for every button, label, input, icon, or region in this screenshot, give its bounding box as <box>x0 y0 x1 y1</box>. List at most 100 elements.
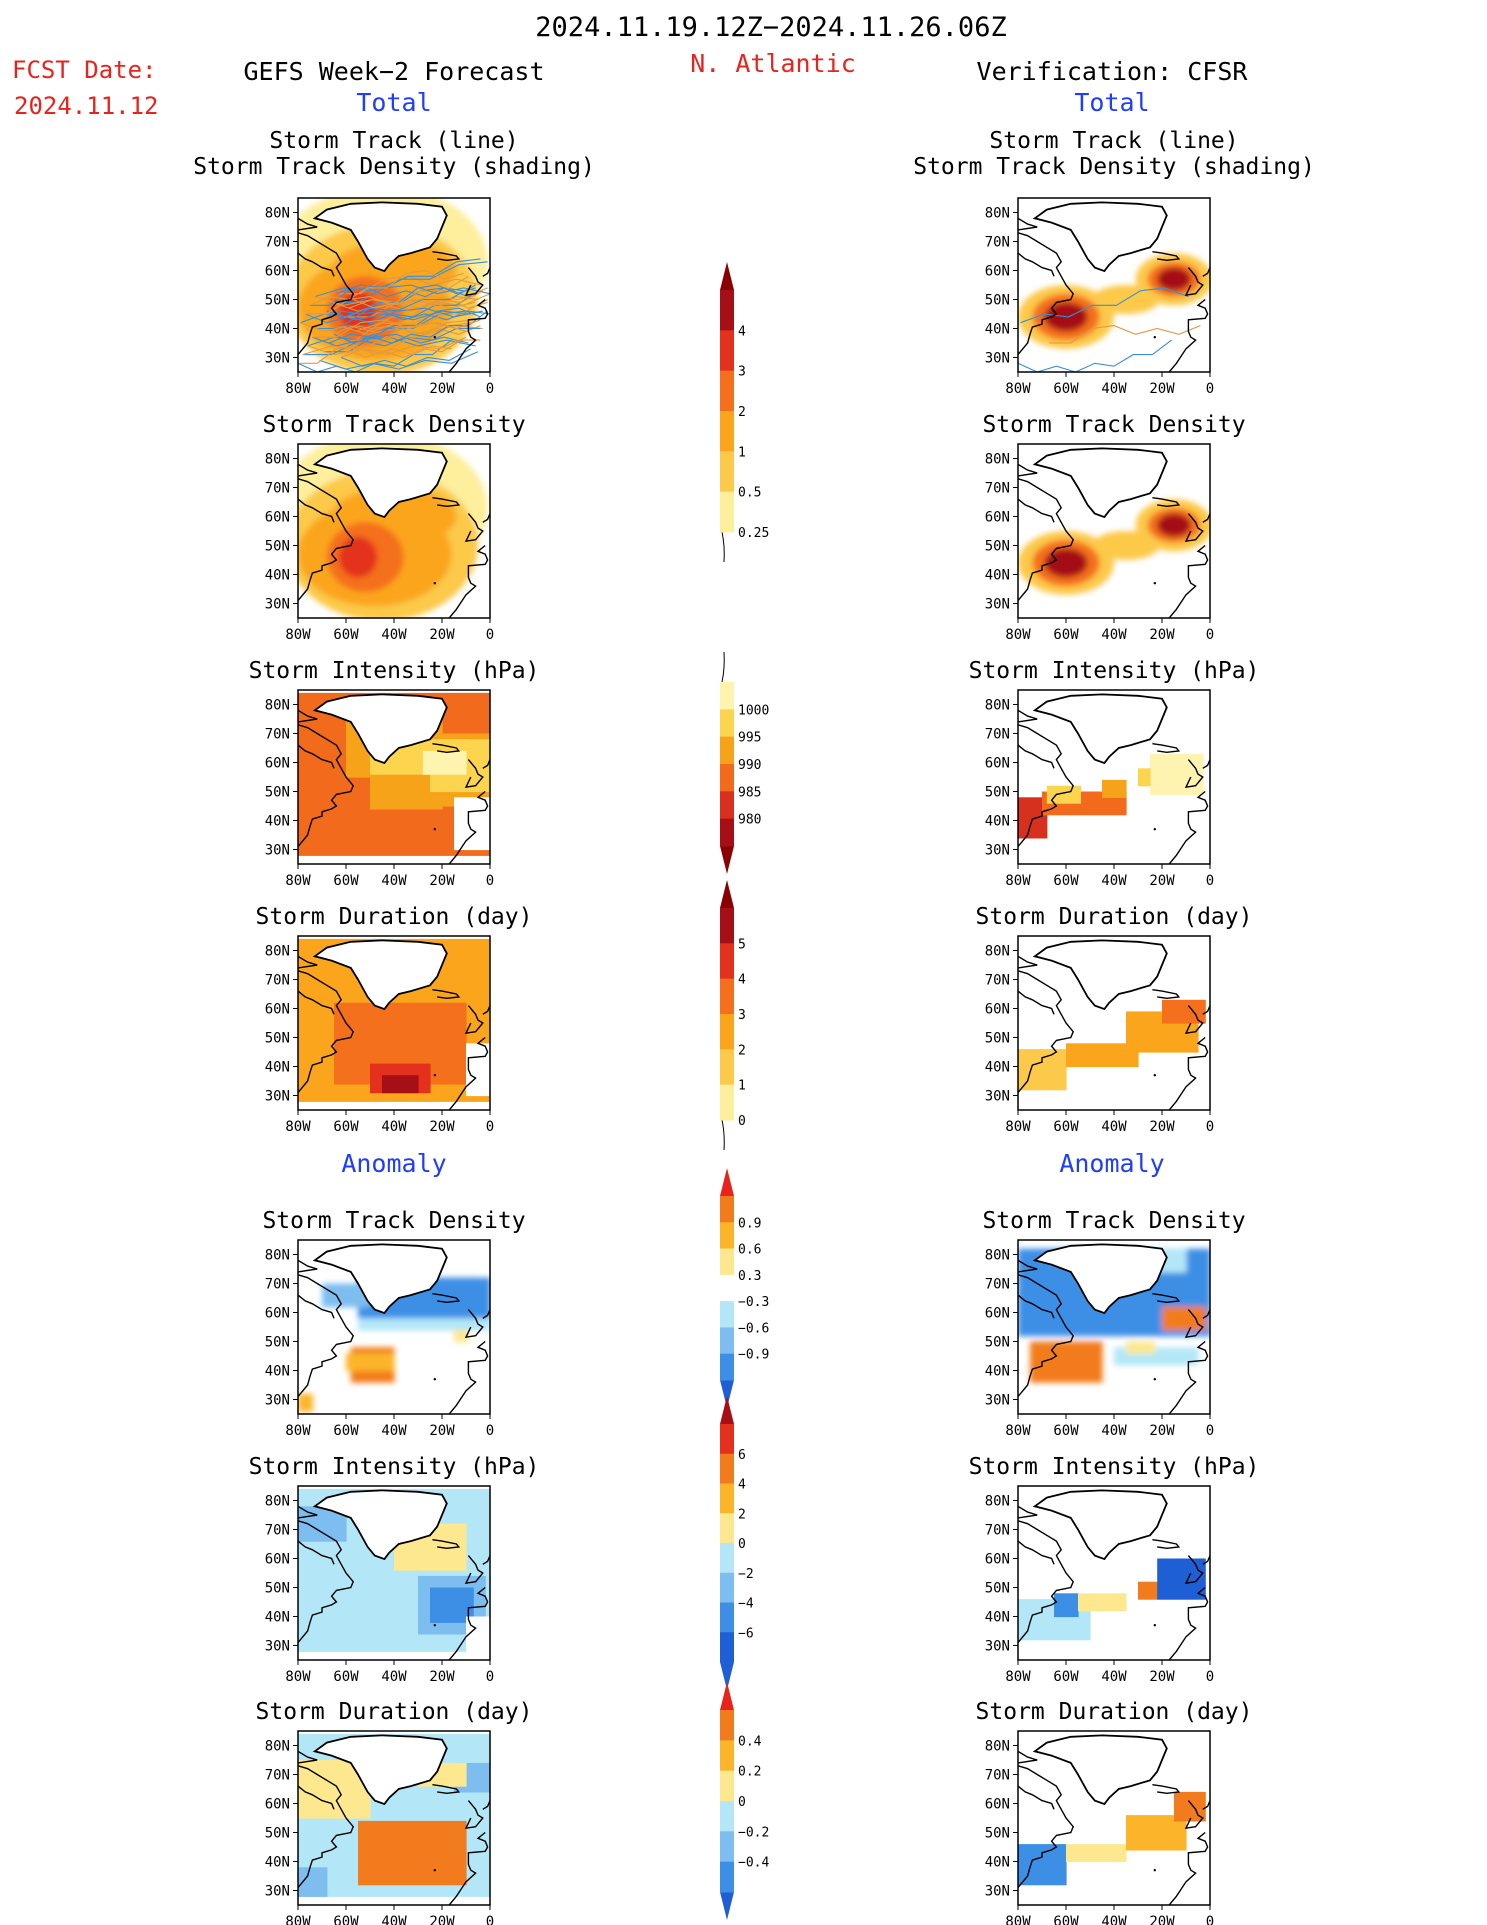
map-field <box>298 444 490 618</box>
anom-cell <box>298 1393 313 1412</box>
fcst-date-label: FCST Date: <box>12 56 157 84</box>
lat-tick-label: 70N <box>985 973 1010 989</box>
colorbar-label: 3 <box>738 1008 746 1023</box>
lat-tick-label: 40N <box>265 1855 290 1871</box>
coastline-6 <box>1202 1800 1210 1810</box>
lat-tick-label: 60N <box>985 1552 1010 1568</box>
duration-cell <box>1162 999 1206 1024</box>
colorbar-label: 4 <box>738 973 746 988</box>
colorbar-arrow-bottom <box>720 846 734 874</box>
coastline-0 <box>1018 1765 1075 1891</box>
colorbar-swatch <box>720 908 734 944</box>
lon-tick-label: 40W <box>381 1669 407 1685</box>
storm-track-line <box>1020 287 1189 324</box>
lat-tick-label: 30N <box>265 597 290 613</box>
greenland-coastline <box>1032 693 1168 765</box>
field-layer <box>298 1733 490 1897</box>
greenland-coastline <box>1032 1489 1168 1561</box>
lon-tick-label: 40W <box>381 1423 407 1439</box>
lat-tick-label: 50N <box>985 1581 1010 1597</box>
island-dot <box>1153 582 1156 585</box>
storm-track-line <box>338 307 483 327</box>
island-dot <box>433 336 436 339</box>
panel-subtitle: Storm Track Density (shading) <box>193 154 595 180</box>
lon-tick-label: 60W <box>333 873 359 889</box>
lat-tick-label: 30N <box>265 1393 290 1409</box>
map-field <box>298 1486 490 1660</box>
coastline-1 <box>298 498 335 523</box>
storm-track-line <box>319 351 479 370</box>
colorbar-swatch <box>720 370 734 412</box>
coastline-5 <box>1168 1831 1209 1905</box>
coastline-4 <box>464 1800 484 1830</box>
lat-tick-label: 70N <box>265 973 290 989</box>
colorbar-label: 0 <box>738 1795 746 1810</box>
lon-tick-label: 60W <box>1053 1119 1079 1135</box>
lat-tick-label: 60N <box>985 756 1010 772</box>
lon-tick-label: 20W <box>1149 1914 1175 1925</box>
coastline-6 <box>1202 513 1210 523</box>
colorbar-swatch <box>720 1196 734 1223</box>
panel-title: Storm Intensity (hPa) <box>969 658 1260 684</box>
field-layer <box>1018 499 1210 595</box>
coastline-6 <box>482 1800 490 1810</box>
colorbar-arrow-top <box>720 880 734 908</box>
panel-title: Storm Track (line) <box>269 128 518 154</box>
coastline-2 <box>1018 955 1038 969</box>
coastline-6 <box>1202 1555 1210 1565</box>
colorbar-label: 0.2 <box>738 1765 761 1780</box>
lat-tick-label: 30N <box>985 1884 1010 1900</box>
map-panel: Storm Track (line)Storm Track Density (s… <box>193 128 595 397</box>
colorbar-swatch <box>720 709 734 738</box>
coastline-1 <box>298 1540 335 1565</box>
coastline-3 <box>1152 742 1181 754</box>
map-field <box>298 198 490 372</box>
lat-tick-label: 50N <box>985 1826 1010 1842</box>
lat-tick-label: 50N <box>985 785 1010 801</box>
lon-tick-label: 40W <box>1101 1423 1127 1439</box>
colorbar-duration: 5 4 3 2 1 0 <box>720 880 746 1151</box>
panel-title: Storm Track Density <box>982 1208 1245 1234</box>
lat-tick-label: 70N <box>265 481 290 497</box>
colorbar-arrow-bottom <box>720 1380 734 1408</box>
lat-tick-label: 30N <box>265 1884 290 1900</box>
lon-tick-label: 80W <box>1005 873 1031 889</box>
colorbar-label: 2 <box>738 405 746 420</box>
lon-tick-label: 0 <box>486 381 494 397</box>
lat-tick-label: 40N <box>265 322 290 338</box>
coastline-5 <box>448 544 489 618</box>
colorbar-density: 4 3 2 1 0.5 0.25 <box>720 262 769 563</box>
lon-tick-label: 60W <box>1053 381 1079 397</box>
colorbar-label: −0.2 <box>738 1825 769 1840</box>
lon-tick-label: 40W <box>381 1119 407 1135</box>
lat-tick-label: 80N <box>985 1739 1010 1755</box>
colorbar-tail <box>721 651 725 683</box>
coastline-1 <box>1018 1294 1055 1319</box>
lon-tick-label: 60W <box>333 1423 359 1439</box>
lon-tick-label: 60W <box>333 1669 359 1685</box>
lon-tick-label: 80W <box>285 1119 311 1135</box>
coastline-0 <box>1018 478 1075 604</box>
lat-tick-label: 50N <box>985 539 1010 555</box>
panel-title: Storm Duration (day) <box>976 904 1253 930</box>
coastline-1 <box>1018 498 1055 523</box>
coastline-1 <box>298 990 335 1015</box>
lon-tick-label: 40W <box>1101 1669 1127 1685</box>
greenland-coastline <box>312 201 448 273</box>
colorbar-swatch <box>720 1572 734 1603</box>
coastline-0 <box>298 1520 355 1646</box>
greenland-coastline <box>1032 1734 1168 1806</box>
lon-tick-label: 20W <box>429 1423 455 1439</box>
anom-cell <box>322 1283 371 1308</box>
island-dot <box>433 1378 436 1381</box>
coastline-5 <box>1168 544 1209 618</box>
lat-tick-label: 40N <box>985 1060 1010 1076</box>
lat-tick-label: 40N <box>985 1855 1010 1871</box>
colorbar-arrow-bottom <box>720 1662 734 1690</box>
period-title: 2024.11.19.12Z−2024.11.26.06Z <box>535 12 1006 43</box>
lat-tick-label: 60N <box>265 1306 290 1322</box>
lon-tick-label: 60W <box>333 381 359 397</box>
lat-tick-label: 30N <box>265 351 290 367</box>
coastline-0 <box>1018 1520 1075 1646</box>
